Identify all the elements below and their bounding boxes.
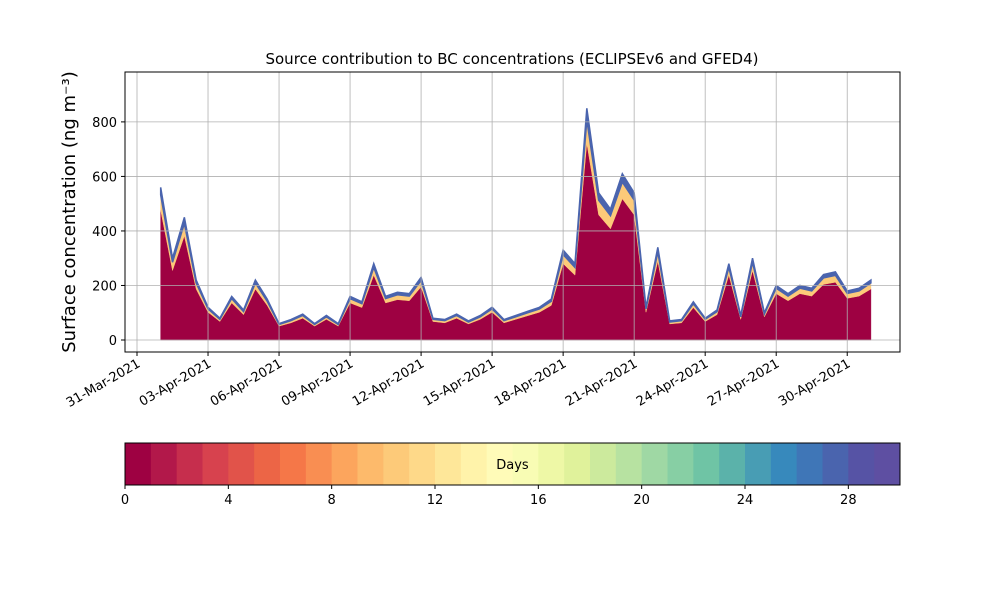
colorbar-swatch: [822, 443, 849, 485]
colorbar-swatch: [331, 443, 358, 485]
x-tick-label: 03-Apr-2021: [137, 356, 214, 409]
colorbar-swatch: [486, 443, 513, 485]
y-axis-label: Surface concentration (ng m⁻³): [59, 71, 80, 353]
colorbar-label: Days: [496, 458, 529, 473]
y-tick-label: 200: [92, 279, 117, 294]
colorbar-swatch: [874, 443, 901, 485]
colorbar-swatch: [228, 443, 255, 485]
colorbar-swatch: [693, 443, 720, 485]
colorbar-swatch: [796, 443, 823, 485]
plot-frame: [124, 71, 901, 353]
x-tick-label: 30-Apr-2021: [776, 356, 853, 409]
area-layer: [160, 119, 872, 327]
colorbar-swatch: [409, 443, 436, 485]
colorbar-swatch: [745, 443, 772, 485]
colorbar-tick-label: 12: [427, 493, 444, 508]
colorbar-tick-label: 4: [224, 493, 232, 508]
y-tick-label: 800: [92, 116, 117, 131]
colorbar-tick-label: 8: [328, 493, 336, 508]
x-tick-label: 27-Apr-2021: [705, 356, 782, 409]
area-layer: [159, 108, 872, 326]
colorbar-frame: [124, 442, 901, 486]
colorbar-swatch: [641, 443, 668, 485]
colorbar-swatch: [176, 443, 203, 485]
colorbar-swatch: [615, 443, 643, 485]
colorbar-swatch: [460, 443, 488, 485]
colorbar-swatch: [125, 443, 152, 485]
colorbar-swatch: [564, 443, 591, 485]
colorbar-tick-label: 24: [737, 493, 754, 508]
colorbar-swatch: [202, 443, 229, 485]
colorbar-swatch: [357, 443, 384, 485]
y-tick-label: 400: [92, 225, 117, 240]
x-tick-label: 06-Apr-2021: [208, 356, 285, 409]
y-tick-label: 600: [92, 170, 117, 185]
x-tick-label: 31-Mar-2021: [64, 356, 143, 410]
colorbar-swatch: [435, 443, 462, 485]
colorbar-swatch: [150, 443, 178, 485]
x-tick-label: 24-Apr-2021: [634, 356, 711, 409]
x-tick-label: 15-Apr-2021: [421, 356, 498, 409]
x-tick-label: 18-Apr-2021: [492, 356, 569, 409]
colorbar-swatch: [305, 443, 333, 485]
colorbar-swatch: [383, 443, 410, 485]
colorbar-swatch: [770, 443, 798, 485]
colorbar-swatch: [590, 443, 617, 485]
colorbar-swatch: [667, 443, 694, 485]
colorbar-swatch: [719, 443, 746, 485]
colorbar-swatch: [254, 443, 281, 485]
colorbar-tick-label: 16: [530, 493, 547, 508]
colorbar-swatch: [538, 443, 565, 485]
colorbar-swatch: [512, 443, 539, 485]
colorbar-swatch: [848, 443, 875, 485]
colorbar-tick-label: 28: [840, 493, 857, 508]
colorbar-swatch: [280, 443, 307, 485]
y-tick-label: 0: [109, 334, 117, 349]
x-tick-label: 21-Apr-2021: [563, 356, 640, 409]
colorbar-tick-label: 20: [633, 493, 650, 508]
x-tick-label: 12-Apr-2021: [350, 356, 427, 409]
x-tick-label: 09-Apr-2021: [279, 356, 356, 409]
colorbar-tick-label: 0: [121, 493, 129, 508]
chart-title: Source contribution to BC concentrations…: [265, 50, 758, 68]
